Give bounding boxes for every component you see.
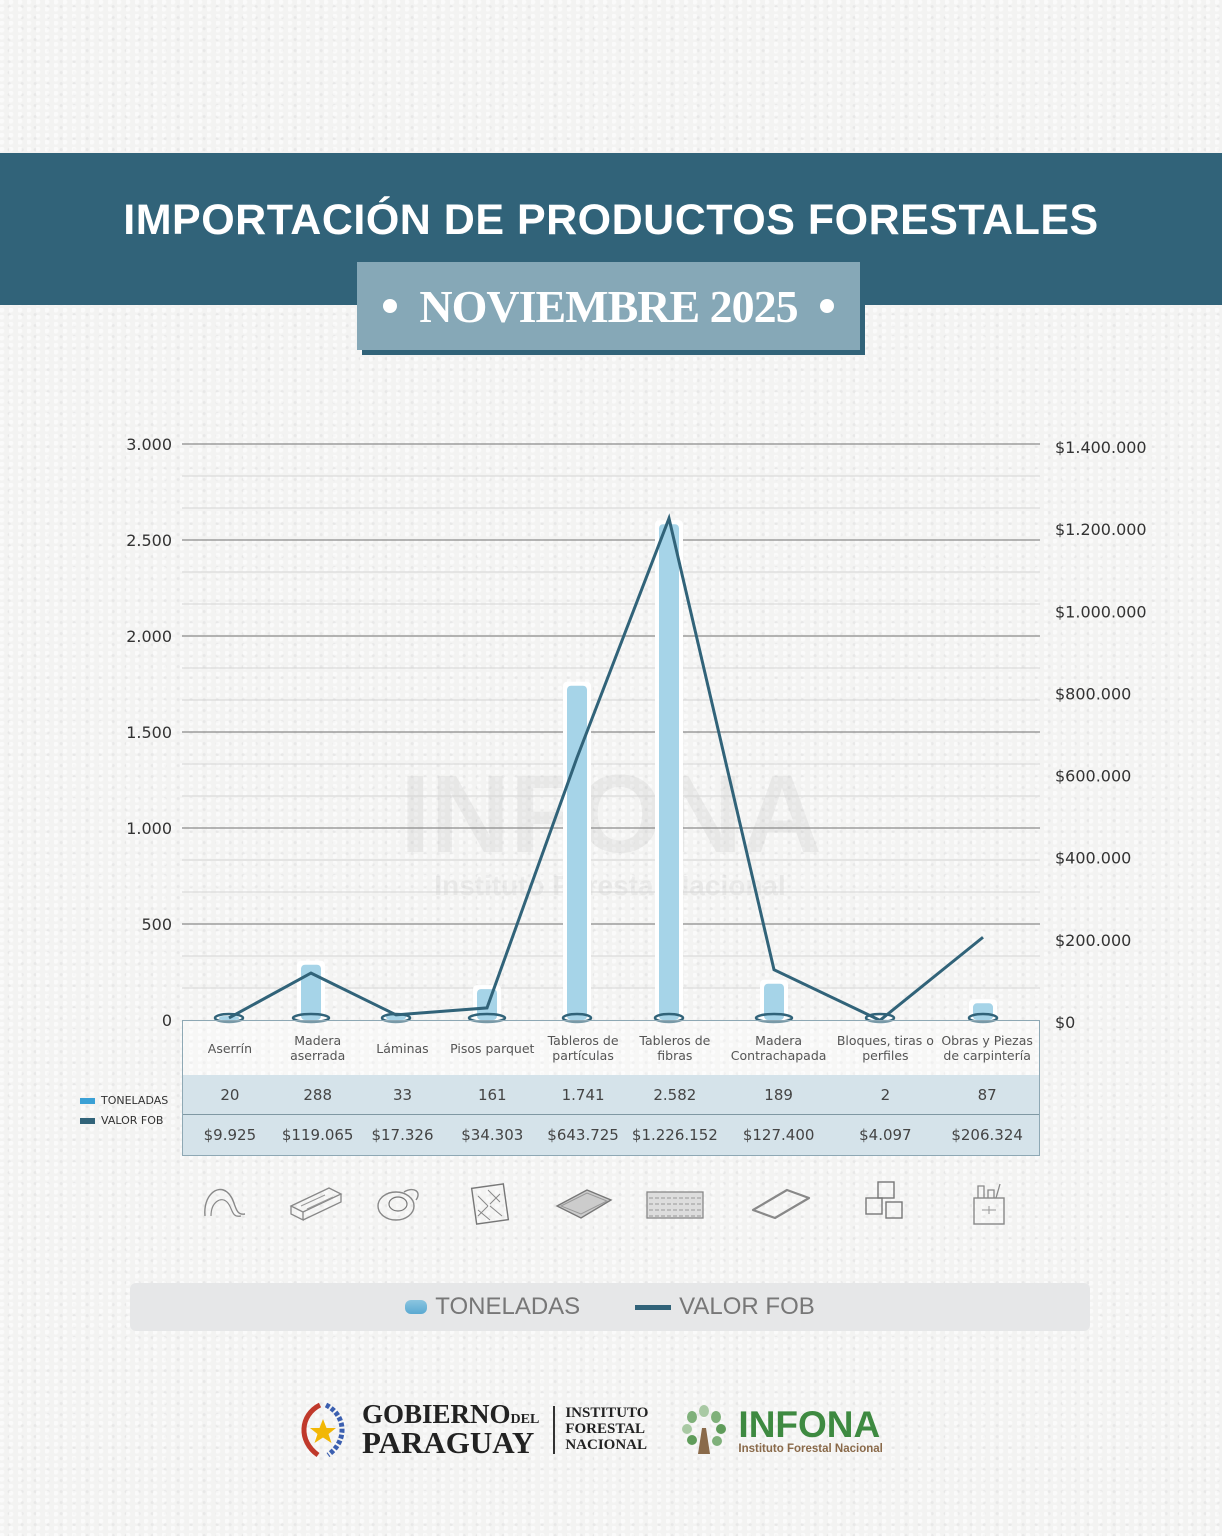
table-header-cell: Aserrín	[207, 1040, 252, 1056]
table-header-cell: Bloques, tiras o perfiles	[836, 1033, 934, 1063]
tons-bar	[764, 983, 784, 1020]
bullet-icon	[383, 299, 398, 313]
product-icons-row	[182, 1170, 1040, 1234]
table-header-cell: Obras y Piezas de carpintería	[941, 1033, 1033, 1063]
infona-watermark: INFONA Instituto Forestal Nacional	[400, 753, 822, 902]
left-axis-tick: 2.000	[126, 627, 172, 646]
table-header-cell: Láminas	[376, 1040, 429, 1056]
fob-value-cell: $119.065	[281, 1126, 354, 1144]
table-header-row: Aserrín Madera aserrada Láminas Pisos parqu…	[183, 1021, 1039, 1075]
fob-value-cell: $643.725	[547, 1126, 619, 1144]
tons-value-cell: 33	[392, 1085, 413, 1104]
bar-base-icon	[467, 1012, 507, 1024]
bar-base-icon	[754, 1012, 794, 1024]
right-axis-tick: $400.000	[1055, 849, 1131, 868]
fob-value-cell: $34.303	[461, 1126, 524, 1144]
tree-logo-icon	[682, 1405, 727, 1454]
line-icon	[635, 1304, 672, 1310]
fob-value-cell: $17.326	[371, 1126, 434, 1144]
right-axis-tick: $1.000.000	[1055, 602, 1147, 621]
tons-swatch-icon	[80, 1097, 95, 1104]
left-axis-tick: 1.000	[126, 819, 172, 838]
table-header-cell: Tableros de partículas	[547, 1033, 619, 1063]
blocks-icon	[836, 1170, 936, 1234]
bar-base-icon	[653, 1012, 685, 1024]
tons-value-cell: 2.582	[653, 1085, 697, 1104]
combo-chart: 3.000 2.500 2.000 1.500 1.000 500 0 $1.400.000…	[126, 435, 1147, 1032]
legend-item-tons: TONELADAS	[405, 1293, 580, 1321]
tons-value-cell: 1.741	[561, 1085, 605, 1104]
tons-value-cell: 2	[880, 1085, 891, 1104]
fob-value-cell: $127.400	[742, 1126, 815, 1144]
plywood-icon	[722, 1170, 836, 1234]
tons-bar	[301, 964, 321, 1020]
cylinder-icon	[405, 1300, 428, 1314]
tons-bar	[219, 1016, 239, 1020]
table-row-fob: $9.925 $119.065 $17.326 $34.303 $643.725 $1.2…	[183, 1115, 1039, 1155]
tons-value-cell: 189	[764, 1085, 793, 1104]
chart-legend: TONELADAS VALOR FOB	[130, 1283, 1090, 1331]
tons-value-cell: 161	[477, 1085, 507, 1104]
bar-base-icon	[291, 1012, 331, 1024]
left-axis-tick: 0	[162, 1011, 172, 1030]
fob-value-cell: $206.324	[951, 1126, 1023, 1144]
right-axis-tick: $200.000	[1055, 931, 1131, 950]
table-header-cell: Madera Contrachapada	[730, 1033, 827, 1063]
tons-value-cell: 87	[977, 1085, 997, 1104]
fiber-board-icon	[628, 1170, 722, 1234]
gobierno-paraguay-logo: GOBIERNODEL PARAGUAY	[362, 1399, 540, 1461]
instituto-forestal-text: INSTITUTO FORESTAL NACIONAL	[565, 1405, 649, 1453]
particle-board-icon	[538, 1170, 628, 1234]
left-axis-tick: 500	[141, 915, 172, 934]
veneer-roll-icon	[358, 1170, 446, 1234]
tons-bar	[659, 524, 679, 1020]
right-axis-tick: $800.000	[1055, 684, 1131, 703]
tons-bar	[973, 1003, 993, 1020]
fob-swatch-icon	[80, 1117, 95, 1124]
infona-logo: INFONA Instituto Forestal Nacional	[678, 1404, 883, 1456]
tons-value-cell: 20	[220, 1085, 240, 1104]
footer-logos: GOBIERNODEL PARAGUAY INSTITUTO FORESTAL …	[292, 1400, 883, 1460]
bullet-icon	[819, 299, 834, 313]
logo-divider	[553, 1406, 556, 1454]
lumber-icon	[276, 1170, 358, 1234]
bar-base-icon	[967, 1012, 999, 1024]
data-table: Aserrín Madera aserrada Láminas Pisos parqu…	[182, 1020, 1040, 1156]
right-axis-tick: $600.000	[1055, 767, 1131, 786]
table-row-tons: 20 288 33 161 1.741 2.582 189 2 87	[183, 1075, 1039, 1115]
left-axis: 3.000 2.500 2.000 1.500 1.000 500 0	[126, 435, 172, 1030]
legend-item-fob: VALOR FOB	[635, 1293, 815, 1321]
gridlines	[182, 443, 1040, 989]
table-header-cell: Tableros de fibras	[639, 1033, 711, 1063]
fob-value-cell: $1.226.152	[631, 1126, 718, 1144]
fob-value-cell: $4.097	[859, 1126, 912, 1144]
page-title: IMPORTACIÓN DE PRODUCTOS FORESTALES	[123, 196, 1099, 244]
paraguay-coat-of-arms-icon	[301, 1402, 345, 1458]
period-label: NOVIEMBRE 2025	[419, 280, 798, 332]
left-axis-tick: 2.500	[126, 531, 172, 550]
table-header-cell: Madera aserrada	[290, 1033, 346, 1063]
right-axis-tick: $1.200.000	[1055, 520, 1147, 539]
right-axis: $1.400.000 $1.200.000 $1.000.000 $800.000 $6…	[1055, 438, 1147, 1032]
parquet-icon	[446, 1170, 538, 1234]
table-header-cell: Pisos parquet	[450, 1040, 535, 1056]
period-badge: NOVIEMBRE 2025	[357, 262, 860, 350]
tons-bars	[213, 520, 999, 1024]
fob-line	[228, 513, 984, 1023]
table-legend-tons: TONELADAS	[80, 1094, 168, 1107]
tons-value-cell: 288	[303, 1085, 332, 1104]
left-axis-tick: 1.500	[126, 723, 172, 742]
bar-base-icon	[213, 1012, 245, 1024]
right-axis-tick: $1.400.000	[1055, 438, 1147, 457]
bar-base-icon	[561, 1012, 593, 1024]
carpentry-tools-icon	[936, 1170, 1040, 1234]
sawdust-icon	[182, 1170, 276, 1234]
right-axis-tick: $0	[1055, 1013, 1075, 1032]
table-legend-fob: VALOR FOB	[80, 1114, 163, 1127]
bar-base-icon	[864, 1012, 896, 1024]
left-axis-tick: 3.000	[126, 435, 172, 454]
fob-value-cell: $9.925	[203, 1126, 257, 1144]
